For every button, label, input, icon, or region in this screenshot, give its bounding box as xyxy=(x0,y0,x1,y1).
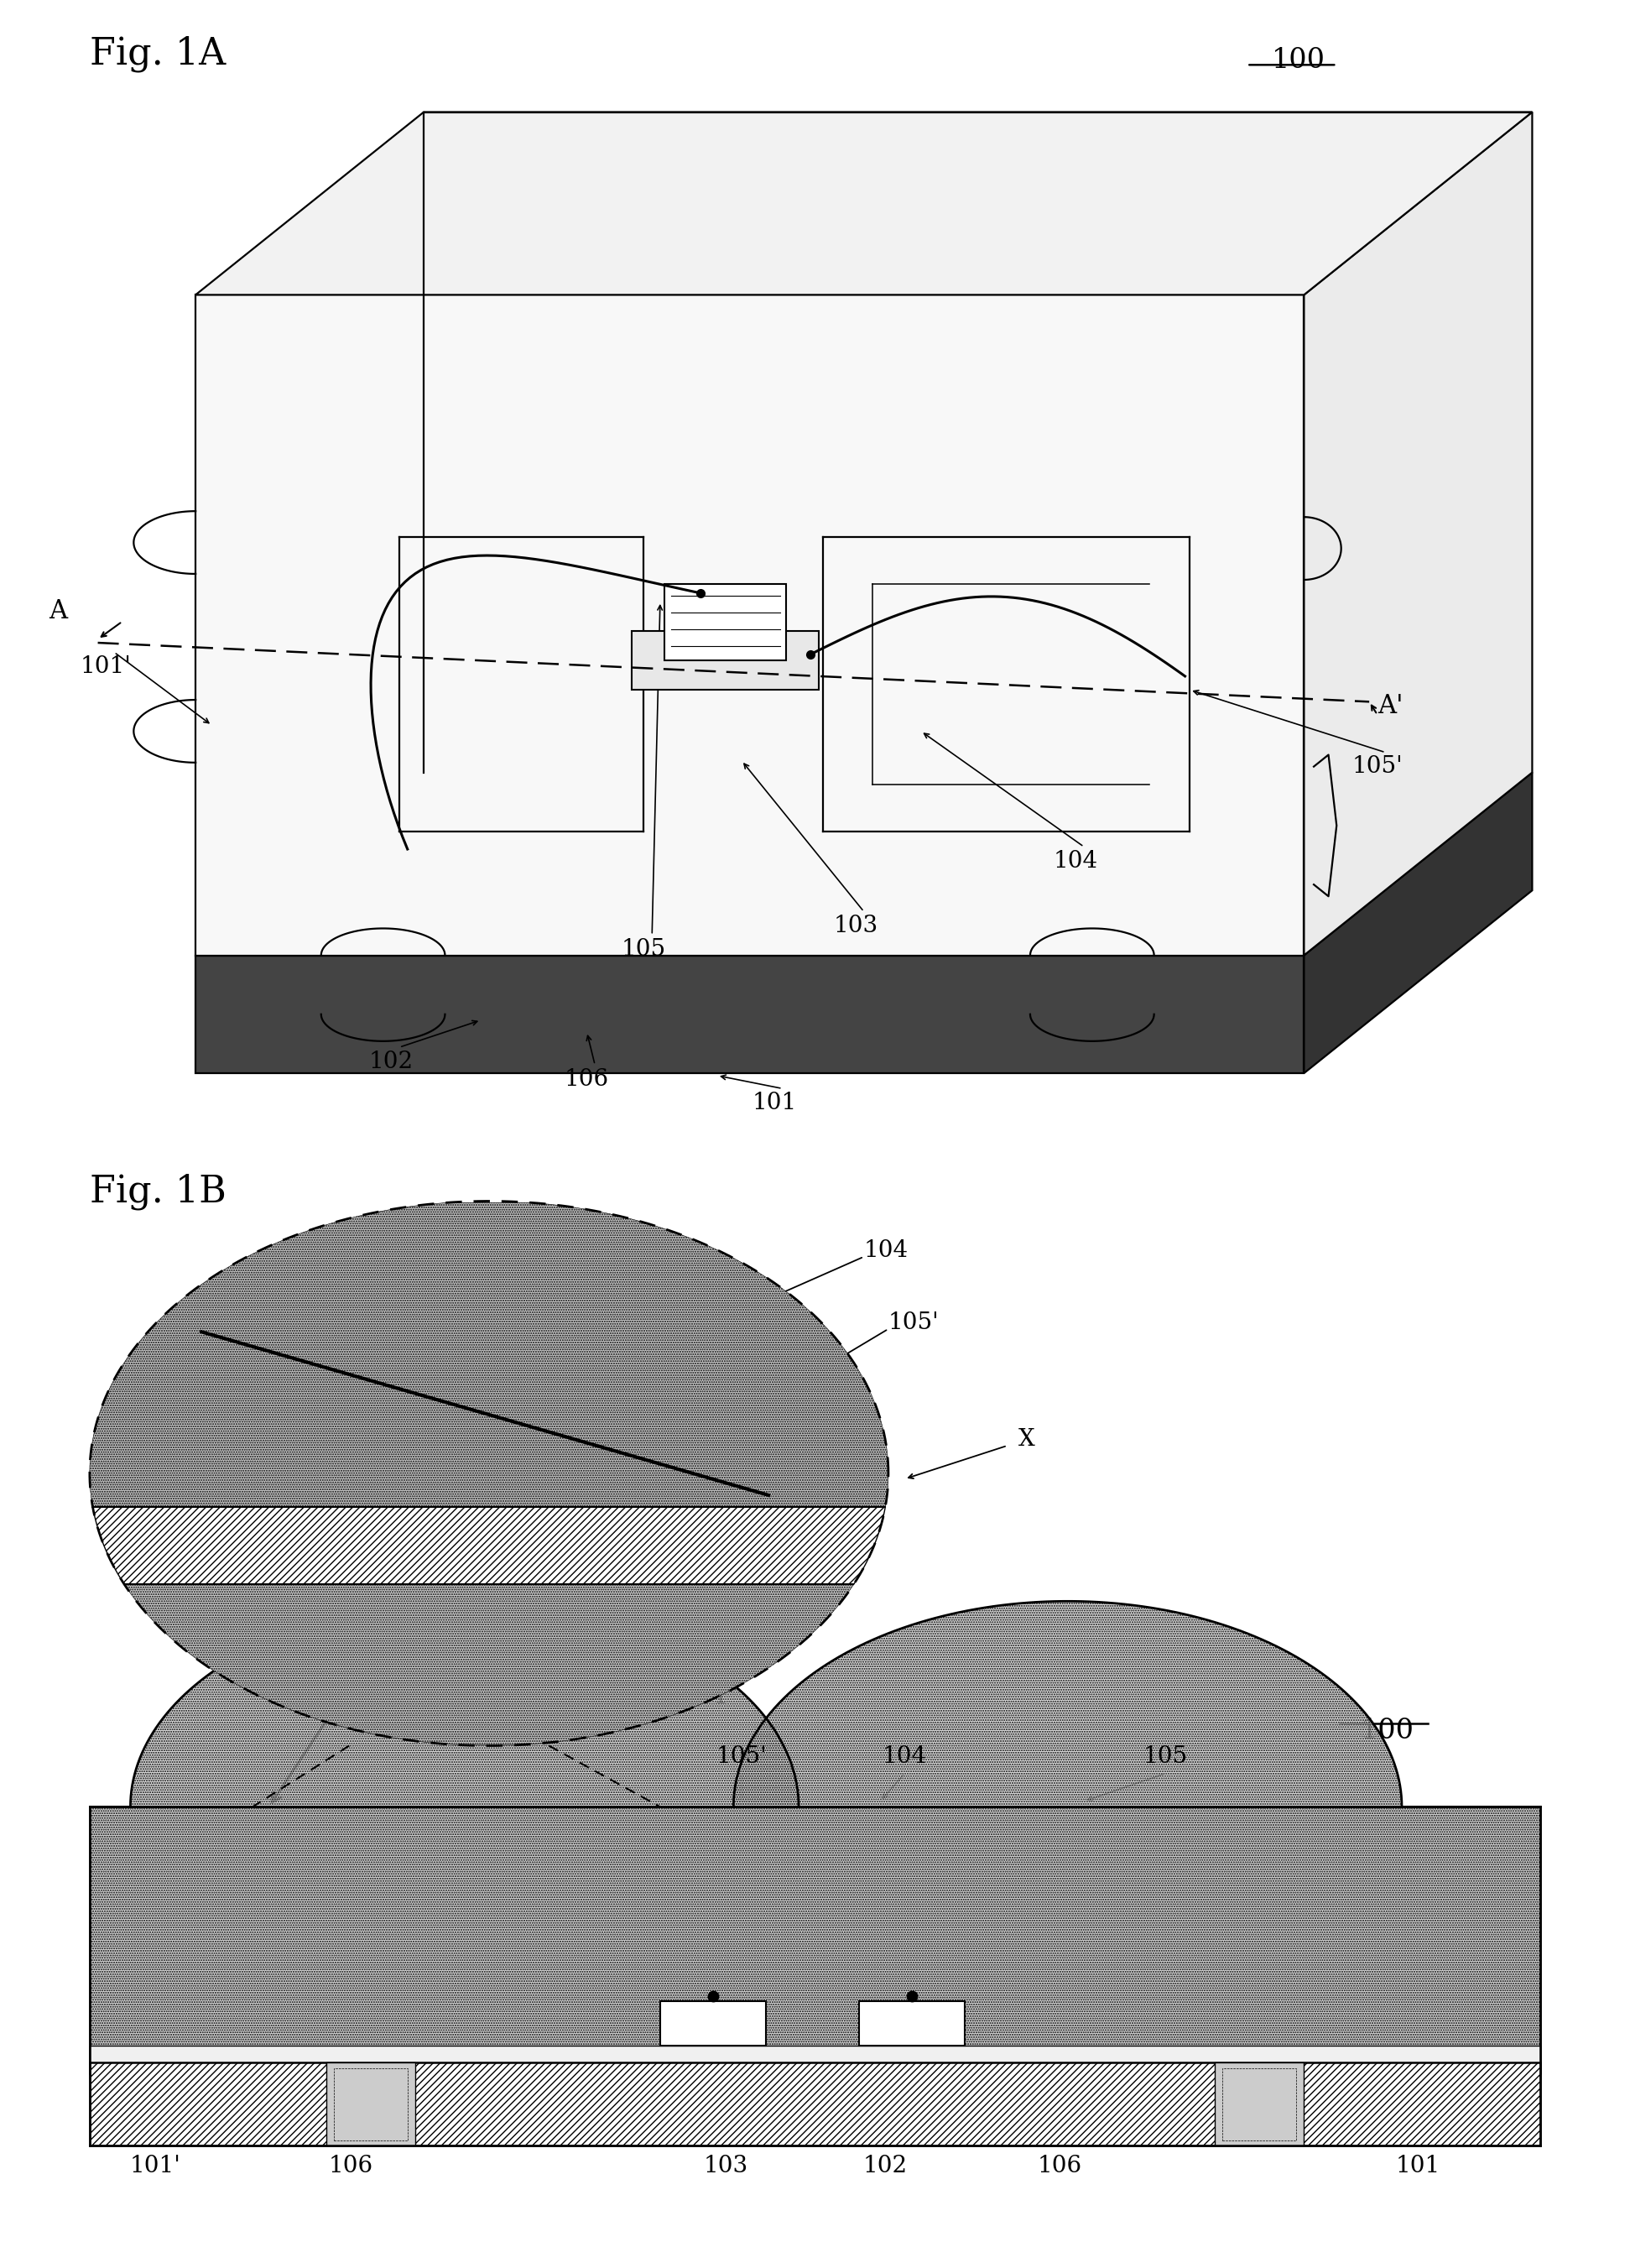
Polygon shape xyxy=(196,295,1304,955)
Polygon shape xyxy=(130,1601,799,1808)
Polygon shape xyxy=(734,1601,1402,1808)
Text: 100: 100 xyxy=(1361,1717,1415,1744)
Text: 106: 106 xyxy=(1037,2155,1082,2177)
Polygon shape xyxy=(196,955,1304,1073)
Polygon shape xyxy=(90,1202,888,1506)
Polygon shape xyxy=(1304,773,1532,1073)
Text: 101': 101' xyxy=(80,655,132,678)
Text: A': A' xyxy=(1377,694,1403,719)
Text: 105': 105' xyxy=(1351,755,1403,778)
Polygon shape xyxy=(196,111,1532,295)
Text: A: A xyxy=(49,599,67,624)
Text: 106: 106 xyxy=(328,2155,373,2177)
Text: 105: 105 xyxy=(1143,1746,1188,1769)
Polygon shape xyxy=(124,1585,854,1744)
Text: 105: 105 xyxy=(621,939,667,962)
Text: X: X xyxy=(1019,1429,1035,1452)
Bar xyxy=(90,2062,1540,2146)
Bar xyxy=(326,2062,416,2146)
Polygon shape xyxy=(1304,111,1532,955)
Text: 101': 101' xyxy=(685,1685,735,1708)
Text: 103: 103 xyxy=(703,2155,748,2177)
Text: 101: 101 xyxy=(1395,2155,1441,2177)
Text: 104: 104 xyxy=(864,1238,908,1261)
Text: 100: 100 xyxy=(1271,48,1325,75)
Bar xyxy=(90,1808,1540,2073)
Text: 101': 101' xyxy=(129,2155,181,2177)
Polygon shape xyxy=(665,583,787,660)
Bar xyxy=(1214,2062,1304,2146)
Polygon shape xyxy=(93,1506,885,1585)
Bar xyxy=(90,1808,1540,2073)
Bar xyxy=(660,2000,766,2046)
Text: 105': 105' xyxy=(888,1311,939,1334)
Text: 102: 102 xyxy=(368,1050,414,1073)
Text: 101: 101 xyxy=(751,1091,797,1114)
Bar xyxy=(334,2068,408,2141)
Bar xyxy=(90,2046,1540,2080)
Text: 105': 105' xyxy=(716,1746,768,1769)
Text: 104: 104 xyxy=(882,1746,927,1769)
Text: Fig. 1B: Fig. 1B xyxy=(90,1173,227,1209)
Text: 102: 102 xyxy=(862,2155,908,2177)
Polygon shape xyxy=(632,631,820,689)
Text: 104: 104 xyxy=(1053,850,1099,873)
Bar xyxy=(859,2000,965,2046)
Text: 106: 106 xyxy=(564,1068,610,1091)
Text: 103: 103 xyxy=(833,914,879,937)
Bar xyxy=(1222,2068,1296,2141)
Text: Fig. 1A: Fig. 1A xyxy=(90,36,227,73)
